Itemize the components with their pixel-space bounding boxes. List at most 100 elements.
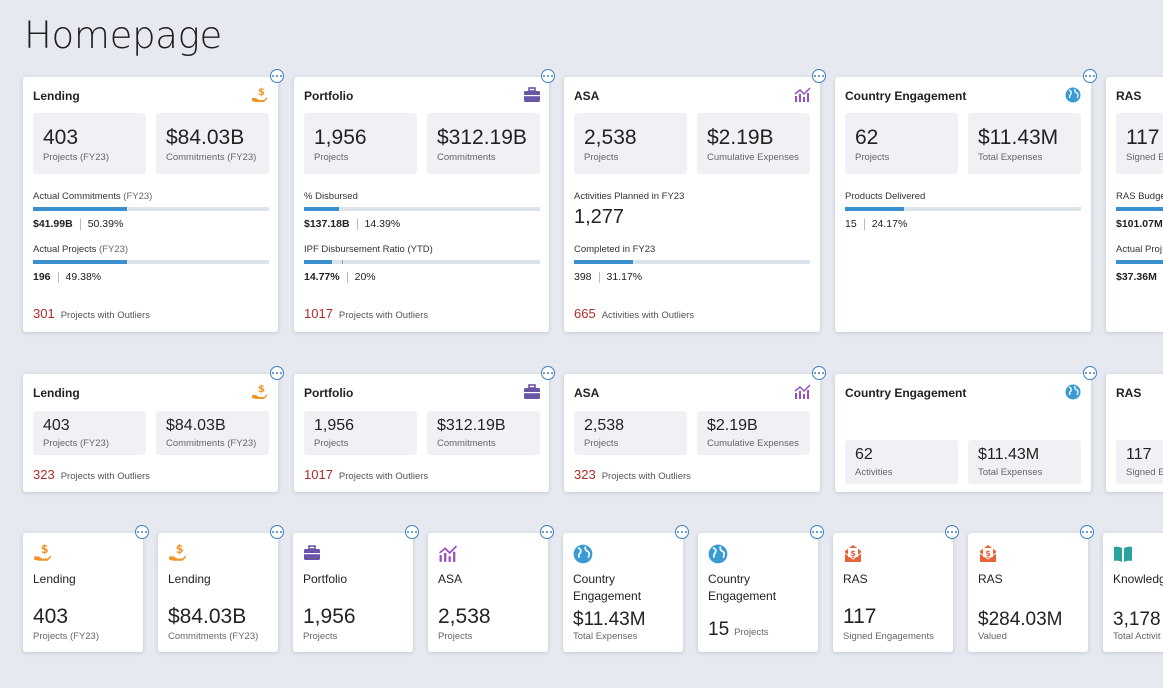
more-options-button[interactable] bbox=[270, 525, 284, 539]
tile-value: $11.43M bbox=[978, 126, 1059, 149]
card-label: Projects (FY23) bbox=[33, 631, 99, 642]
progress-bar bbox=[304, 260, 540, 264]
tile-label: Commitments bbox=[437, 438, 496, 449]
tile-label: Commitments (FY23) bbox=[166, 438, 257, 449]
more-options-button[interactable] bbox=[541, 366, 555, 380]
expenses-tile[interactable]: $11.43M Total Expenses bbox=[968, 113, 1081, 174]
commitments-tile[interactable]: $312.19B Commitments bbox=[427, 113, 540, 174]
commitments-tile[interactable]: $84.03B Commitments (FY23) bbox=[156, 411, 269, 455]
card-title: Lending bbox=[33, 386, 80, 400]
tile-label: Projects (FY23) bbox=[43, 152, 109, 163]
asa-mini-card[interactable]: ASA 2,538 Projects bbox=[428, 525, 554, 652]
commitments-tile[interactable]: $84.03B Commitments (FY23) bbox=[156, 113, 269, 174]
commitments-tile[interactable]: $312.19B Commitments bbox=[427, 411, 540, 455]
more-options-button[interactable] bbox=[541, 69, 555, 83]
tile-value: $11.43M bbox=[978, 446, 1040, 463]
tile-label: Commitments (FY23) bbox=[166, 152, 257, 163]
tile-value: 2,538 bbox=[584, 417, 625, 434]
card-label: Signed Engagements bbox=[843, 631, 934, 642]
ras-valued-mini-card[interactable]: $ RAS $284.03M Valued bbox=[968, 525, 1094, 652]
projects-tile[interactable]: 62 Projects bbox=[845, 113, 958, 174]
progress-bar bbox=[304, 207, 540, 211]
more-options-button[interactable] bbox=[675, 525, 689, 539]
ras-card[interactable]: RAS 117 Signed En RAS Budget $101.07M Ac… bbox=[1106, 77, 1163, 332]
activities-tile[interactable]: 62 Activities bbox=[845, 440, 958, 484]
briefcase-icon bbox=[524, 384, 540, 399]
ras-engagements-mini-card[interactable]: $ RAS 117 Signed Engagements bbox=[833, 525, 959, 652]
card-label: Projects bbox=[438, 631, 473, 642]
envelope-dollar-icon: $ bbox=[979, 545, 997, 562]
lending-card[interactable]: Lending $ 403 Projects (FY23) $84.03B Co… bbox=[23, 366, 284, 492]
envelope-dollar-icon: $ bbox=[844, 545, 862, 562]
card-value: $11.43M bbox=[573, 609, 646, 630]
card-value: 1,956 bbox=[303, 605, 356, 628]
card-value-row: 15 Projects bbox=[708, 619, 768, 641]
bar-stats: 398 31.17% bbox=[574, 271, 643, 283]
country-engagement-card[interactable]: Country Engagement 62 Projects $11.43M T… bbox=[835, 69, 1097, 332]
progress-fill bbox=[33, 260, 128, 264]
tile-label: Projects (FY23) bbox=[43, 438, 109, 449]
more-options-button[interactable] bbox=[405, 525, 419, 539]
projects-tile[interactable]: 2,538 Projects bbox=[574, 411, 687, 455]
expenses-tile[interactable]: $2.19B Cumulative Expenses bbox=[697, 411, 810, 455]
svg-text:$: $ bbox=[850, 549, 856, 558]
portfolio-mini-card[interactable]: Portfolio 1,956 Projects bbox=[293, 525, 419, 652]
more-options-button[interactable] bbox=[810, 525, 824, 539]
portfolio-card[interactable]: Portfolio 1,956 Projects $312.19B Commit… bbox=[294, 366, 555, 492]
lending-commitments-mini-card[interactable]: $ Lending $84.03B Commitments (FY23) bbox=[158, 525, 284, 652]
outliers-link[interactable]: 323 Projects with Outliers bbox=[33, 467, 150, 482]
more-options-button[interactable] bbox=[270, 69, 284, 83]
engagements-tile[interactable]: 117 Signed En bbox=[1116, 113, 1163, 174]
projects-tile[interactable]: 2,538 Projects bbox=[574, 113, 687, 174]
card-label: Projects bbox=[303, 631, 338, 642]
outliers-link[interactable]: 1017 Projects with Outliers bbox=[304, 467, 429, 482]
country-projects-mini-card[interactable]: Country Engagement 15 Projects bbox=[698, 525, 824, 652]
knowledge-mini-card[interactable]: Knowledg 3,178 Total Activit bbox=[1103, 533, 1163, 652]
more-options-button[interactable] bbox=[945, 525, 959, 539]
progress-bar bbox=[574, 260, 810, 264]
more-options-button[interactable] bbox=[270, 366, 284, 380]
expenses-tile[interactable]: $2.19B Cumulative Expenses bbox=[697, 113, 810, 174]
country-expenses-mini-card[interactable]: Country Engagement $11.43M Total Expenses bbox=[563, 525, 689, 652]
more-options-button[interactable] bbox=[1080, 525, 1094, 539]
more-options-button[interactable] bbox=[135, 525, 149, 539]
more-options-button[interactable] bbox=[812, 366, 826, 380]
asa-card[interactable]: ASA 2,538 Projects $2.19B Cumulative Exp… bbox=[564, 69, 826, 332]
outliers-link[interactable]: 301 Projects with Outliers bbox=[33, 306, 150, 321]
card-title: ASA bbox=[574, 89, 600, 103]
card-title: RAS bbox=[1116, 386, 1142, 400]
card-value: 3,178 bbox=[1113, 609, 1161, 630]
lending-projects-mini-card[interactable]: $ Lending 403 Projects (FY23) bbox=[23, 525, 149, 652]
svg-text:$: $ bbox=[258, 87, 265, 98]
tile-value: 1,956 bbox=[314, 126, 367, 149]
portfolio-card[interactable]: Portfolio 1,956 Projects $312.19B Commit… bbox=[294, 69, 555, 332]
more-options-button[interactable] bbox=[1083, 366, 1097, 380]
outliers-link[interactable]: 665 Activities with Outliers bbox=[574, 306, 695, 321]
briefcase-icon bbox=[304, 545, 320, 560]
tile-value: $312.19B bbox=[437, 417, 506, 434]
bar-label: Actual Projects (FY23) bbox=[33, 244, 129, 255]
chart-icon bbox=[794, 87, 811, 102]
projects-tile[interactable]: 1,956 Projects bbox=[304, 113, 417, 174]
projects-tile[interactable]: 1,956 Projects bbox=[304, 411, 417, 455]
country-engagement-card[interactable]: Country Engagement 62 Activities $11.43M… bbox=[835, 366, 1097, 492]
card-title: Country Engagement bbox=[708, 572, 777, 603]
ras-card[interactable]: RAS 117 Signed En bbox=[1106, 374, 1163, 492]
globe-icon bbox=[708, 544, 728, 564]
expenses-tile[interactable]: $11.43M Total Expenses bbox=[968, 440, 1081, 484]
globe-icon bbox=[1065, 384, 1081, 400]
chart-icon bbox=[794, 384, 811, 399]
outliers-link[interactable]: 1017 Projects with Outliers bbox=[304, 306, 429, 321]
card-value: 117 bbox=[843, 605, 877, 628]
more-options-button[interactable] bbox=[812, 69, 826, 83]
projects-tile[interactable]: 403 Projects (FY23) bbox=[33, 411, 146, 455]
lending-card[interactable]: Lending $ 403 Projects (FY23) $84.03B Co… bbox=[23, 69, 284, 332]
asa-card[interactable]: ASA 2,538 Projects $2.19B Cumulative Exp… bbox=[564, 366, 826, 492]
card-title: ASA bbox=[438, 572, 463, 586]
engagements-tile[interactable]: 117 Signed En bbox=[1116, 440, 1163, 484]
projects-tile[interactable]: 403 Projects (FY23) bbox=[33, 113, 146, 174]
more-options-button[interactable] bbox=[1083, 69, 1097, 83]
more-options-button[interactable] bbox=[540, 525, 554, 539]
outliers-link[interactable]: 323 Projects with Outliers bbox=[574, 467, 691, 482]
bar-stats: $41.99B 50.39% bbox=[33, 218, 124, 230]
